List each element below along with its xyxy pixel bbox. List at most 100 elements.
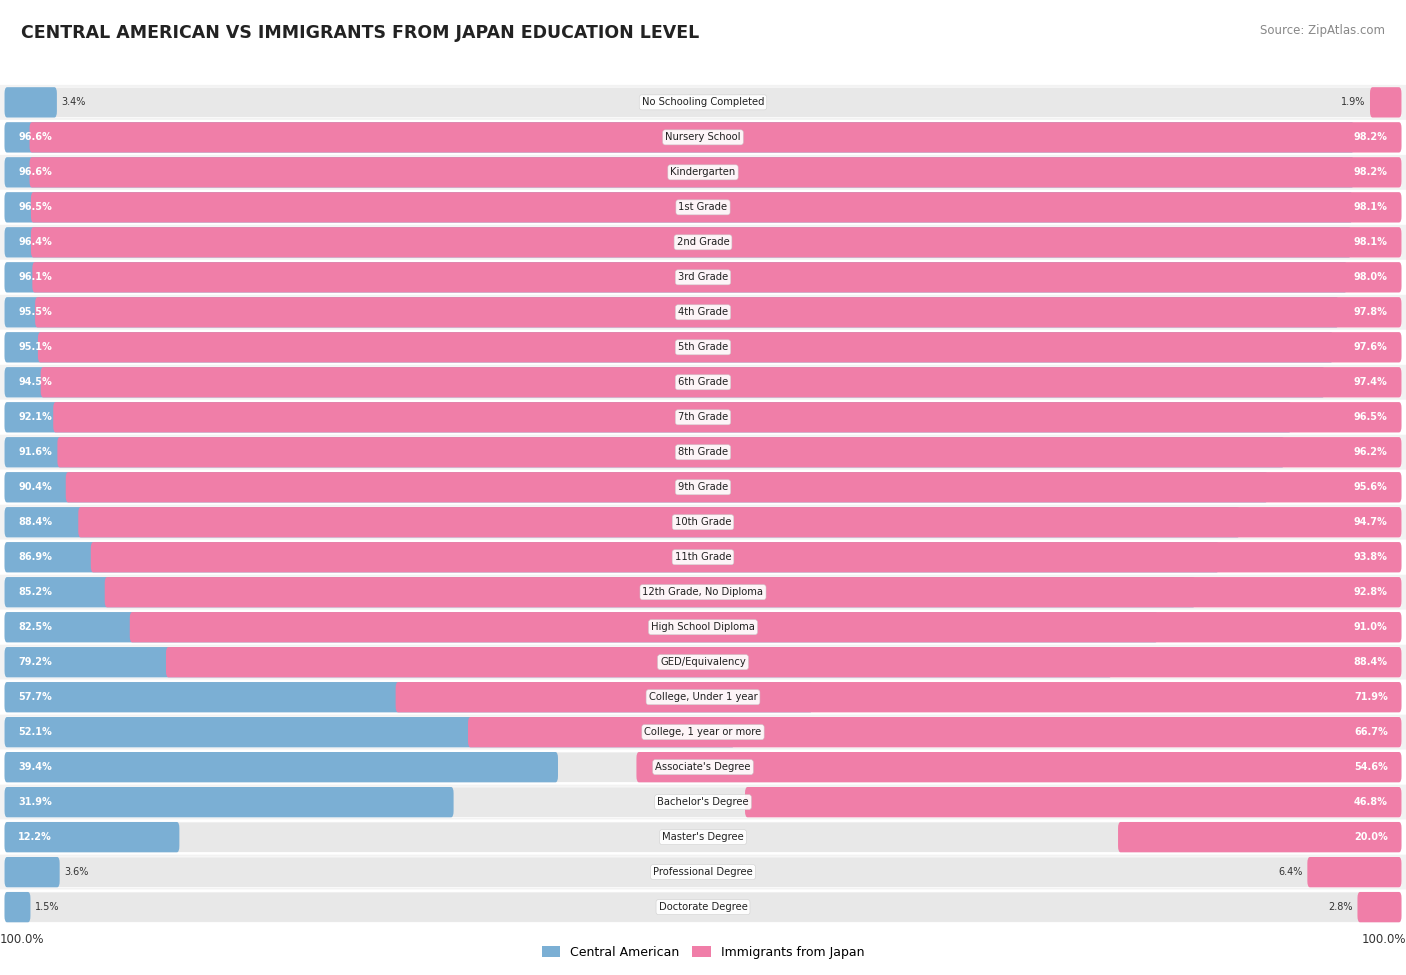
FancyBboxPatch shape bbox=[4, 262, 1347, 292]
Text: 20.0%: 20.0% bbox=[1354, 832, 1388, 842]
FancyBboxPatch shape bbox=[0, 259, 1406, 294]
Text: 2.8%: 2.8% bbox=[1329, 902, 1353, 913]
FancyBboxPatch shape bbox=[4, 752, 558, 782]
FancyBboxPatch shape bbox=[4, 892, 31, 922]
FancyBboxPatch shape bbox=[4, 717, 735, 748]
Text: 85.2%: 85.2% bbox=[18, 587, 52, 598]
Text: 95.5%: 95.5% bbox=[18, 307, 52, 317]
Text: Professional Degree: Professional Degree bbox=[654, 867, 752, 878]
Text: CENTRAL AMERICAN VS IMMIGRANTS FROM JAPAN EDUCATION LEVEL: CENTRAL AMERICAN VS IMMIGRANTS FROM JAPA… bbox=[21, 24, 699, 42]
FancyBboxPatch shape bbox=[4, 297, 1402, 328]
FancyBboxPatch shape bbox=[4, 437, 1285, 467]
FancyBboxPatch shape bbox=[745, 787, 1402, 817]
FancyBboxPatch shape bbox=[4, 332, 1333, 363]
Text: Master's Degree: Master's Degree bbox=[662, 832, 744, 842]
FancyBboxPatch shape bbox=[1369, 87, 1402, 118]
FancyBboxPatch shape bbox=[0, 400, 1406, 435]
Text: 98.2%: 98.2% bbox=[1354, 168, 1388, 177]
Text: 6th Grade: 6th Grade bbox=[678, 377, 728, 387]
FancyBboxPatch shape bbox=[4, 822, 1402, 852]
Text: 97.4%: 97.4% bbox=[1354, 377, 1388, 387]
FancyBboxPatch shape bbox=[166, 647, 1402, 678]
FancyBboxPatch shape bbox=[31, 192, 1402, 222]
FancyBboxPatch shape bbox=[4, 857, 59, 887]
FancyBboxPatch shape bbox=[637, 752, 1402, 782]
FancyBboxPatch shape bbox=[4, 87, 1402, 118]
Text: No Schooling Completed: No Schooling Completed bbox=[641, 98, 765, 107]
Text: 12th Grade, No Diploma: 12th Grade, No Diploma bbox=[643, 587, 763, 598]
Text: 71.9%: 71.9% bbox=[1354, 692, 1388, 702]
FancyBboxPatch shape bbox=[66, 472, 1402, 502]
FancyBboxPatch shape bbox=[0, 190, 1406, 225]
FancyBboxPatch shape bbox=[4, 647, 1402, 678]
FancyBboxPatch shape bbox=[0, 470, 1406, 505]
FancyBboxPatch shape bbox=[4, 192, 1402, 222]
FancyBboxPatch shape bbox=[4, 297, 1339, 328]
FancyBboxPatch shape bbox=[4, 682, 1402, 713]
FancyBboxPatch shape bbox=[4, 682, 813, 713]
FancyBboxPatch shape bbox=[32, 262, 1402, 292]
FancyBboxPatch shape bbox=[0, 505, 1406, 540]
Text: 96.2%: 96.2% bbox=[1354, 448, 1388, 457]
Text: 94.7%: 94.7% bbox=[1354, 518, 1388, 527]
FancyBboxPatch shape bbox=[4, 612, 1159, 643]
FancyBboxPatch shape bbox=[4, 507, 1240, 537]
FancyBboxPatch shape bbox=[1308, 857, 1402, 887]
Text: 39.4%: 39.4% bbox=[18, 762, 52, 772]
Text: 86.9%: 86.9% bbox=[18, 552, 52, 563]
Text: 96.1%: 96.1% bbox=[18, 272, 52, 283]
FancyBboxPatch shape bbox=[0, 574, 1406, 609]
Text: 88.4%: 88.4% bbox=[18, 518, 52, 527]
Text: 66.7%: 66.7% bbox=[1354, 727, 1388, 737]
FancyBboxPatch shape bbox=[53, 402, 1402, 433]
Text: 95.6%: 95.6% bbox=[1354, 483, 1388, 492]
Text: 9th Grade: 9th Grade bbox=[678, 483, 728, 492]
Text: 88.4%: 88.4% bbox=[1354, 657, 1388, 667]
Text: Kindergarten: Kindergarten bbox=[671, 168, 735, 177]
Text: 97.8%: 97.8% bbox=[1354, 307, 1388, 317]
FancyBboxPatch shape bbox=[395, 682, 1402, 713]
FancyBboxPatch shape bbox=[0, 225, 1406, 259]
Text: Source: ZipAtlas.com: Source: ZipAtlas.com bbox=[1260, 24, 1385, 37]
Text: High School Diploma: High School Diploma bbox=[651, 622, 755, 632]
FancyBboxPatch shape bbox=[0, 294, 1406, 330]
FancyBboxPatch shape bbox=[4, 822, 180, 852]
FancyBboxPatch shape bbox=[0, 155, 1406, 190]
FancyBboxPatch shape bbox=[30, 157, 1402, 187]
Text: 82.5%: 82.5% bbox=[18, 622, 52, 632]
FancyBboxPatch shape bbox=[4, 857, 1402, 887]
FancyBboxPatch shape bbox=[0, 330, 1406, 365]
FancyBboxPatch shape bbox=[4, 402, 1402, 433]
FancyBboxPatch shape bbox=[0, 435, 1406, 470]
Text: Bachelor's Degree: Bachelor's Degree bbox=[657, 798, 749, 807]
Text: 93.8%: 93.8% bbox=[1354, 552, 1388, 563]
Text: 92.1%: 92.1% bbox=[18, 412, 52, 422]
FancyBboxPatch shape bbox=[4, 717, 1402, 748]
FancyBboxPatch shape bbox=[4, 368, 1324, 398]
FancyBboxPatch shape bbox=[79, 507, 1402, 537]
FancyBboxPatch shape bbox=[4, 122, 1402, 152]
FancyBboxPatch shape bbox=[91, 542, 1402, 572]
FancyBboxPatch shape bbox=[4, 157, 1354, 187]
FancyBboxPatch shape bbox=[4, 122, 1354, 152]
FancyBboxPatch shape bbox=[468, 717, 1402, 748]
FancyBboxPatch shape bbox=[4, 87, 56, 118]
Text: 97.6%: 97.6% bbox=[1354, 342, 1388, 352]
FancyBboxPatch shape bbox=[4, 472, 1268, 502]
FancyBboxPatch shape bbox=[4, 892, 1402, 922]
Legend: Central American, Immigrants from Japan: Central American, Immigrants from Japan bbox=[537, 941, 869, 964]
FancyBboxPatch shape bbox=[0, 85, 1406, 120]
Text: 90.4%: 90.4% bbox=[18, 483, 52, 492]
Text: 94.5%: 94.5% bbox=[18, 377, 52, 387]
FancyBboxPatch shape bbox=[0, 889, 1406, 924]
Text: Doctorate Degree: Doctorate Degree bbox=[658, 902, 748, 913]
FancyBboxPatch shape bbox=[4, 787, 454, 817]
Text: 100.0%: 100.0% bbox=[0, 933, 45, 947]
Text: 100.0%: 100.0% bbox=[1361, 933, 1406, 947]
FancyBboxPatch shape bbox=[0, 609, 1406, 644]
Text: 1st Grade: 1st Grade bbox=[679, 203, 727, 213]
Text: Nursery School: Nursery School bbox=[665, 133, 741, 142]
FancyBboxPatch shape bbox=[4, 262, 1402, 292]
Text: 1.5%: 1.5% bbox=[35, 902, 59, 913]
FancyBboxPatch shape bbox=[4, 192, 1353, 222]
